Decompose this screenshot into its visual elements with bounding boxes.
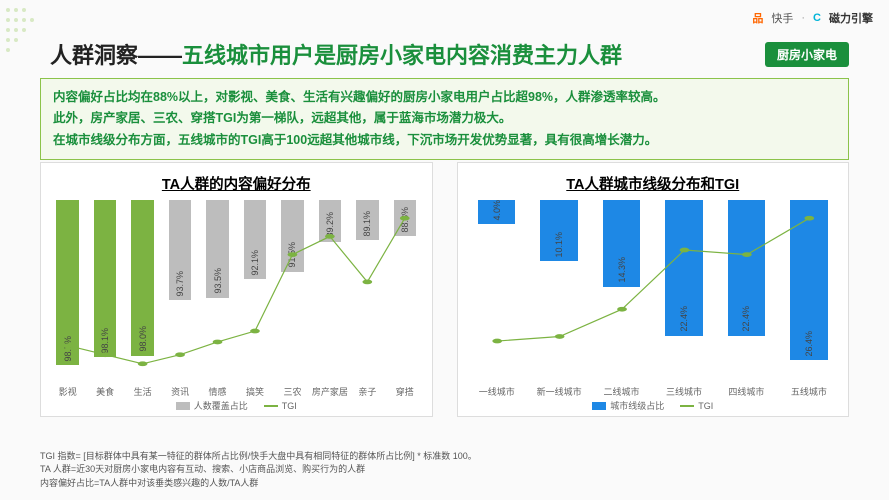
chart-city-tier: TA人群城市线级分布和TGI 4.0% 10.1% 14.3% 22.4% 22.4% 2… — [457, 162, 850, 417]
kuaishou-text: 快手 — [771, 10, 793, 26]
bar: 92.1% — [244, 200, 266, 279]
x-tick: 四线城市 — [715, 385, 777, 398]
x-tick: 影视 — [49, 385, 86, 398]
chart-content-preference: TA人群的内容偏好分布 98.7% 98.1% 98.0% 93.7% 93.5% 92.… — [40, 162, 433, 417]
chart1-legend-line: TGI — [282, 401, 297, 411]
x-tick: 新一线城市 — [528, 385, 590, 398]
bar: 98.1% — [94, 200, 116, 357]
page-title: 人群洞察——五线城市用户是厨房小家电内容消费主力人群 — [50, 38, 622, 70]
bar-value-label: 98.1% — [100, 328, 110, 354]
x-tick: 一线城市 — [466, 385, 528, 398]
x-tick: 二线城市 — [590, 385, 652, 398]
bar: 93.5% — [206, 200, 228, 298]
bar-col: 98.0% — [124, 200, 161, 382]
chart1-legend: 人数覆盖占比 TGI — [49, 399, 424, 412]
bar-value-label: 89.2% — [325, 212, 335, 238]
bar-col: 26.4% — [778, 200, 840, 382]
bar: 98.0% — [131, 200, 153, 356]
bar: 93.7% — [169, 200, 191, 300]
bar-value-label: 88.8% — [400, 207, 410, 233]
logo-separator: · — [801, 12, 805, 24]
bar-value-label: 98.7% — [63, 336, 73, 362]
bar-value-label: 93.7% — [175, 271, 185, 297]
bar: 22.4% — [665, 200, 702, 336]
x-tick: 美食 — [86, 385, 123, 398]
bar: 26.4% — [790, 200, 827, 360]
bar-col: 22.4% — [715, 200, 777, 382]
bar-value-label: 22.4% — [679, 306, 689, 332]
bar: 22.4% — [728, 200, 765, 336]
chart2-legend-bar: 城市线级占比 — [610, 399, 664, 412]
bar: 89.2% — [319, 200, 341, 242]
x-tick: 情感 — [199, 385, 236, 398]
bar-col: 89.1% — [349, 200, 386, 382]
chart2-legend: 城市线级占比 TGI — [466, 399, 841, 412]
x-tick: 房产家居 — [311, 385, 348, 398]
chart2-area: 4.0% 10.1% 14.3% 22.4% 22.4% 26.4% 一线城市新一线城市二… — [466, 200, 841, 410]
x-tick: 三线城市 — [653, 385, 715, 398]
bar: 89.1% — [356, 200, 378, 240]
footnote-1: TGI 指数= [目标群体中具有某一特征的群体所占比例/快手大盘中具有相同特征的… — [40, 450, 849, 464]
bar-col: 91.5% — [274, 200, 311, 382]
bar: 88.8% — [394, 200, 416, 236]
x-tick: 穿搭 — [386, 385, 423, 398]
bar-col: 4.0% — [466, 200, 528, 382]
summary-line-1: 内容偏好占比均在88%以上，对影视、美食、生活有兴趣偏好的厨房小家电用户占比超9… — [53, 87, 836, 108]
bar: 10.1% — [540, 200, 577, 261]
footnote-2: TA 人群=近30天对厨房小家电内容有互动、搜索、小店商品浏览、购买行为的人群 — [40, 463, 849, 477]
bar-value-label: 22.4% — [741, 306, 751, 332]
bar-col: 98.1% — [86, 200, 123, 382]
footnote-3: 内容偏好占比=TA人群中对该垂类感兴趣的人数/TA人群 — [40, 477, 849, 491]
chart1-legend-bar: 人数覆盖占比 — [194, 399, 248, 412]
bar-col: 92.1% — [236, 200, 273, 382]
bar-col: 98.7% — [49, 200, 86, 382]
bar-value-label: 4.0% — [492, 200, 502, 221]
title-prefix: 人群洞察—— — [50, 43, 182, 68]
bar-value-label: 93.5% — [213, 268, 223, 294]
bar-value-label: 10.1% — [554, 232, 564, 258]
bar-value-label: 91.5% — [287, 242, 297, 268]
bar-value-label: 92.1% — [250, 250, 260, 276]
x-tick: 三农 — [274, 385, 311, 398]
bar-value-label: 89.1% — [362, 211, 372, 237]
bar-col: 93.7% — [161, 200, 198, 382]
bar-col: 88.8% — [386, 200, 423, 382]
x-tick: 搞笑 — [236, 385, 273, 398]
kuaishou-icon: 品 — [752, 10, 763, 26]
x-tick: 生活 — [124, 385, 161, 398]
header-logos: 品 快手 · C 磁力引擎 — [752, 10, 873, 26]
title-highlight: 五线城市用户是厨房小家电内容消费主力人群 — [182, 43, 622, 68]
summary-line-2: 此外，房产家居、三农、穿搭TGI为第一梯队，远超其他，属于蓝海市场潜力极大。 — [53, 108, 836, 129]
bar-col: 89.2% — [311, 200, 348, 382]
footnotes: TGI 指数= [目标群体中具有某一特征的群体所占比例/快手大盘中具有相同特征的… — [40, 450, 849, 491]
bar: 14.3% — [603, 200, 640, 287]
bar-value-label: 26.4% — [804, 331, 814, 357]
x-tick: 亲子 — [349, 385, 386, 398]
bar-value-label: 98.0% — [138, 326, 148, 352]
bar-col: 14.3% — [590, 200, 652, 382]
bar-value-label: 14.3% — [617, 257, 627, 283]
summary-box: 内容偏好占比均在88%以上，对影视、美食、生活有兴趣偏好的厨房小家电用户占比超9… — [40, 78, 849, 160]
chart1-area: 98.7% 98.1% 98.0% 93.7% 93.5% 92.1% 91.5% 89.2%… — [49, 200, 424, 410]
chart1-title: TA人群的内容偏好分布 — [49, 173, 424, 194]
chart2-legend-line: TGI — [698, 401, 713, 411]
summary-line-3: 在城市线级分布方面，五线城市的TGI高于100远超其他城市线，下沉市场开发优势显… — [53, 130, 836, 151]
x-tick: 资讯 — [161, 385, 198, 398]
ciliengine-text: 磁力引擎 — [829, 10, 873, 26]
chart2-title: TA人群城市线级分布和TGI — [466, 173, 841, 194]
bar: 4.0% — [478, 200, 515, 224]
bar: 91.5% — [281, 200, 303, 272]
category-badge: 厨房小家电 — [765, 42, 849, 67]
bar: 98.7% — [56, 200, 78, 365]
ciliengine-icon: C — [813, 12, 821, 24]
x-tick: 五线城市 — [778, 385, 840, 398]
bar-col: 93.5% — [199, 200, 236, 382]
bar-col: 22.4% — [653, 200, 715, 382]
bar-col: 10.1% — [528, 200, 590, 382]
